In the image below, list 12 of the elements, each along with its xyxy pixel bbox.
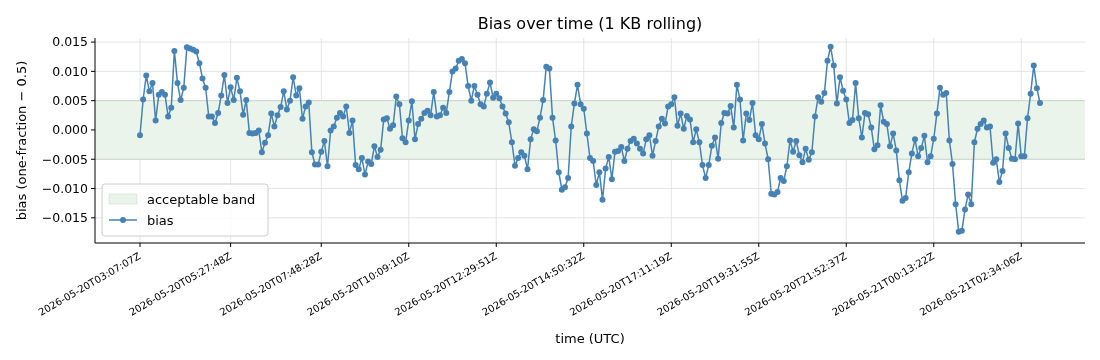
y-tick-label: 0.005	[52, 93, 88, 109]
y-tick-label: −0.010	[41, 180, 89, 196]
legend-label: bias	[147, 212, 174, 228]
y-tick-label: 0.015	[52, 34, 88, 50]
legend-label: acceptable band	[147, 191, 256, 207]
y-tick-label: −0.015	[41, 210, 88, 226]
y-tick-label: 0.010	[52, 63, 89, 79]
chart-title: Bias over time (1 KB rolling)	[477, 14, 703, 33]
y-tick-label: −0.005	[41, 151, 88, 167]
y-tick-label: 0.000	[52, 122, 89, 138]
y-axis-title: bias (one-fraction − 0.5)	[14, 60, 29, 221]
x-axis-title: time (UTC)	[555, 331, 625, 346]
